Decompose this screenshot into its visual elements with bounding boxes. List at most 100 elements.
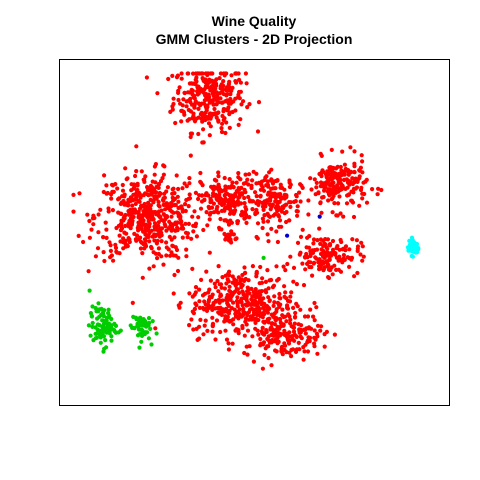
- data-point: [237, 194, 242, 200]
- data-point: [144, 222, 149, 227]
- data-point: [169, 209, 174, 214]
- data-point: [318, 237, 323, 242]
- data-point: [267, 278, 272, 283]
- data-point: [256, 100, 262, 105]
- data-point: [370, 187, 375, 192]
- data-point: [211, 302, 216, 307]
- data-point: [247, 172, 252, 177]
- data-point: [176, 97, 181, 103]
- data-point: [212, 281, 217, 286]
- data-point: [123, 212, 128, 218]
- data-point: [242, 333, 247, 338]
- data-point: [345, 185, 350, 190]
- data-point: [198, 317, 203, 322]
- data-point: [326, 275, 332, 281]
- data-point: [335, 213, 340, 218]
- data-point: [120, 188, 126, 193]
- data-point: [234, 287, 239, 292]
- data-point: [91, 213, 96, 218]
- data-point: [347, 264, 352, 269]
- data-point: [197, 193, 202, 198]
- data-point: [236, 171, 241, 176]
- data-point: [229, 73, 234, 78]
- data-point: [223, 273, 228, 278]
- data-point: [277, 291, 282, 297]
- data-point: [349, 189, 354, 194]
- data-point: [275, 178, 280, 183]
- data-point: [180, 103, 185, 108]
- data-point: [225, 315, 230, 320]
- data-point: [195, 92, 200, 97]
- data-point: [149, 228, 154, 233]
- data-point: [96, 230, 101, 235]
- data-point: [315, 351, 320, 356]
- data-point: [272, 294, 277, 299]
- data-point: [171, 291, 176, 296]
- data-point: [154, 232, 159, 237]
- data-point: [124, 231, 129, 236]
- data-point: [340, 149, 345, 154]
- data-point: [103, 326, 108, 331]
- data-point: [279, 224, 284, 229]
- data-point: [207, 294, 212, 299]
- data-point: [169, 201, 174, 206]
- data-point: [340, 247, 345, 252]
- data-point: [293, 199, 298, 204]
- data-point: [146, 323, 151, 328]
- data-point: [187, 323, 192, 328]
- data-point: [132, 207, 137, 212]
- data-point: [223, 237, 228, 242]
- data-point: [349, 198, 354, 203]
- data-point: [160, 176, 165, 181]
- data-point: [234, 236, 239, 241]
- data-point: [188, 134, 193, 140]
- data-point: [184, 184, 189, 189]
- data-point: [288, 204, 293, 209]
- data-point: [100, 331, 105, 336]
- data-point: [191, 327, 196, 332]
- data-point: [267, 298, 272, 304]
- data-point: [151, 250, 156, 255]
- data-point: [239, 102, 244, 107]
- data-point: [259, 280, 265, 285]
- data-point: [154, 190, 159, 195]
- data-point: [224, 191, 230, 196]
- data-point: [216, 264, 221, 269]
- data-point: [134, 169, 139, 174]
- data-point: [291, 305, 296, 310]
- data-point: [282, 203, 287, 208]
- data-point: [170, 244, 176, 249]
- data-point: [305, 349, 311, 354]
- data-point: [282, 284, 287, 289]
- data-point: [96, 212, 101, 217]
- data-point: [170, 187, 175, 192]
- data-point: [115, 186, 120, 191]
- data-point: [96, 301, 101, 306]
- data-point: [304, 245, 309, 250]
- data-point: [238, 177, 243, 182]
- data-point: [181, 109, 186, 114]
- data-point: [314, 247, 320, 252]
- data-point: [262, 213, 267, 218]
- data-point: [330, 238, 336, 244]
- data-point: [148, 186, 153, 191]
- data-point: [222, 116, 227, 121]
- data-point: [213, 86, 218, 91]
- data-point: [237, 187, 242, 192]
- data-point: [355, 248, 360, 254]
- data-point: [136, 323, 141, 328]
- data-point: [311, 261, 316, 266]
- data-point: [103, 220, 108, 225]
- data-point: [314, 331, 320, 336]
- data-point: [204, 115, 209, 120]
- data-point: [212, 112, 217, 117]
- data-point: [242, 271, 248, 276]
- data-point: [253, 212, 258, 217]
- data-point: [205, 105, 210, 110]
- data-point: [108, 243, 113, 248]
- data-point: [202, 87, 207, 92]
- data-point: [275, 324, 280, 329]
- data-point: [293, 314, 298, 319]
- data-point: [247, 215, 252, 220]
